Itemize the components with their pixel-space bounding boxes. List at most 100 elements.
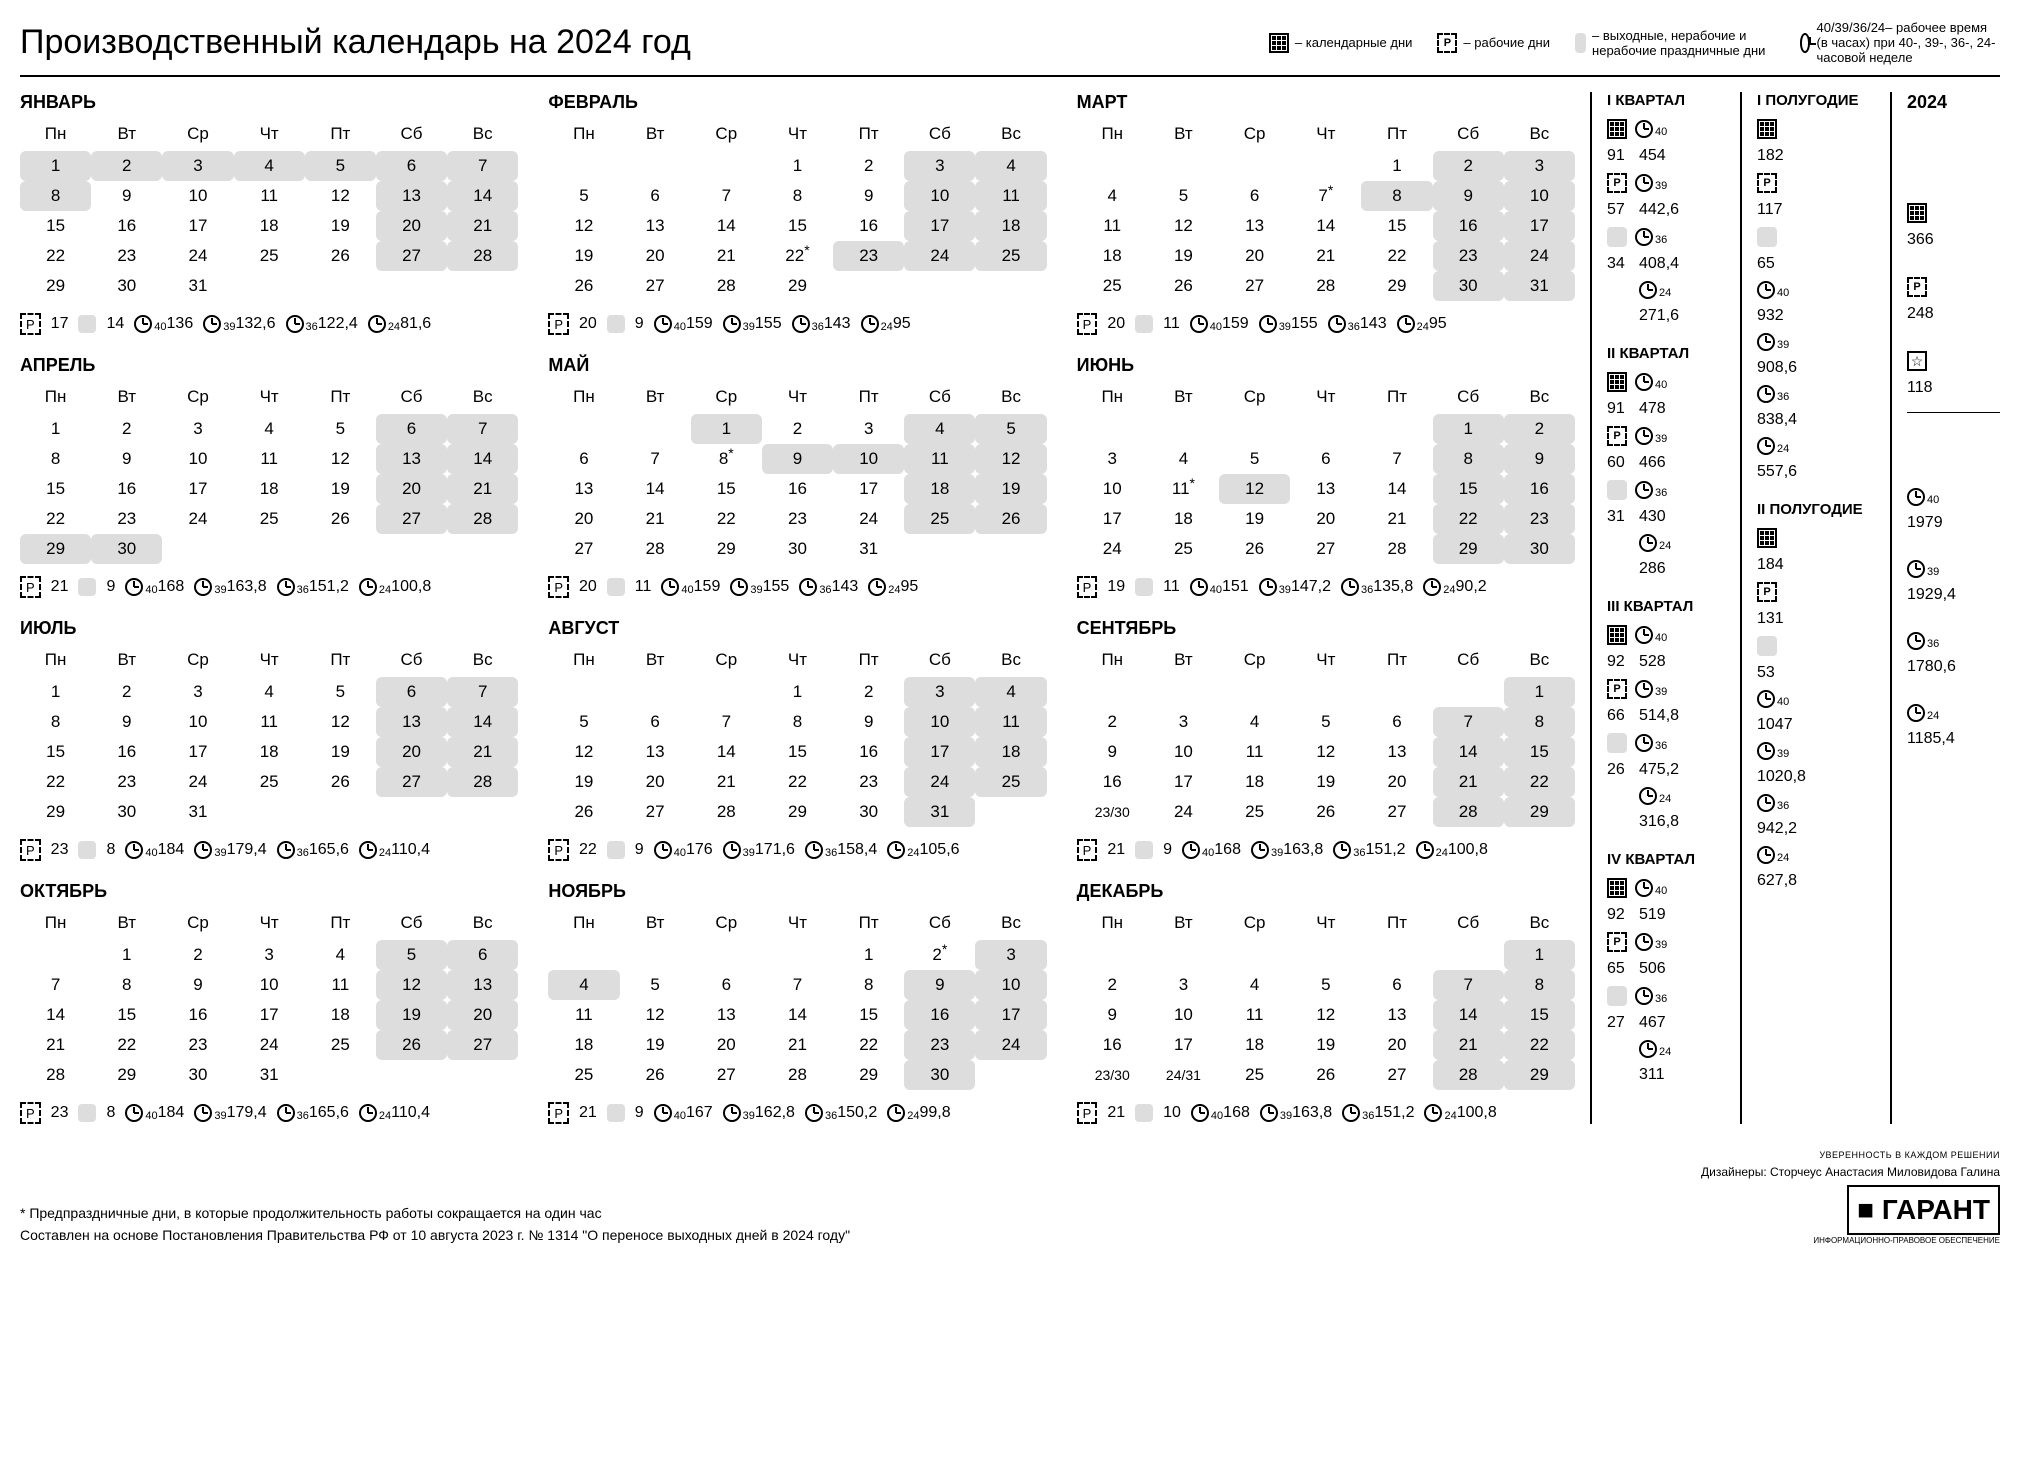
clock-icon [125, 1104, 143, 1122]
holiday-icon [1607, 986, 1627, 1006]
month-block: ИЮНЬПнВтСрЧтПтСбВс1234567891011121314151… [1077, 355, 1575, 598]
month-stats: Р23 8 40184 39179,4 36165,6 24110,4 [20, 1102, 518, 1124]
footer-right: УВЕРЕННОСТЬ В КАЖДОМ РЕШЕНИИ Дизайнеры: … [1701, 1149, 2000, 1247]
logo: ■ ГАРАНТ [1847, 1185, 2000, 1235]
calendar-table: ПнВтСрЧтПтСбВс12345678910111213141516171… [20, 647, 518, 827]
month-block: ДЕКАБРЬПнВтСрЧтПтСбВс1234567891011121314… [1077, 881, 1575, 1124]
month-name: АВГУСТ [548, 618, 1046, 639]
work-icon: Р [1757, 173, 1777, 193]
calendar-icon [1757, 119, 1777, 139]
month-name: ФЕВРАЛЬ [548, 92, 1046, 113]
month-name: ОКТЯБРЬ [20, 881, 518, 902]
footer-left: * Предпраздничные дни, в которые продолж… [20, 1202, 850, 1247]
clock-icon [799, 578, 817, 596]
clock-icon [1328, 315, 1346, 333]
holiday-days-icon [1135, 578, 1153, 596]
clock-icon [1635, 734, 1653, 752]
month-stats: Р20 9 40159 39155 36143 2495 [548, 313, 1046, 335]
clock-icon [1757, 437, 1775, 455]
work-days-icon: Р [1077, 313, 1098, 335]
month-stats: Р17 14 40136 39132,6 36122,4 2481,6 [20, 313, 518, 335]
month-block: ФЕВРАЛЬ ПнВтСрЧтПтСбВс1234567891011121314… [548, 92, 1046, 335]
clock-icon [1635, 427, 1653, 445]
summary-block: IV КВАРТАЛ 40 92519 Р 39 65506 36 27467 … [1607, 851, 1720, 1084]
work-days-icon: Р [548, 839, 569, 861]
month-name: ДЕКАБРЬ [1077, 881, 1575, 902]
clock-icon [723, 315, 741, 333]
month-stats: Р21 9 40168 39163,8 36151,2 24100,8 [20, 576, 518, 598]
month-stats: Р21 10 40168 39163,8 36151,2 24100,8 [1077, 1102, 1575, 1124]
main-content: ЯНВАРЬ ПнВтСрЧтПтСбВс12345678910111213141… [20, 92, 2000, 1124]
sidebar: I КВАРТАЛ 40 91454 Р 39 57442,6 36 34408… [1590, 92, 2000, 1124]
clock-icon [654, 841, 672, 859]
clock-icon [1635, 879, 1653, 897]
clock-icon [1757, 281, 1775, 299]
calendar-table: ПнВтСрЧтПтСбВс12345678910111213141516171… [548, 121, 1046, 301]
legend-cal: – календарные дни [1269, 33, 1412, 53]
clock-icon [1635, 680, 1653, 698]
star-icon: ☆ [1907, 351, 1927, 371]
clock-icon [359, 578, 377, 596]
work-days-icon: Р [548, 313, 569, 335]
month-block: МАРТПнВтСрЧтПтСбВс1234567891011121314151… [1077, 92, 1575, 335]
clock-icon [1423, 578, 1441, 596]
clock-icon [1635, 481, 1653, 499]
calendar-table: ПнВтСрЧтПтСбВс12345678910111213141516171… [548, 647, 1046, 827]
clock-icon [1416, 841, 1434, 859]
quarters-column: I КВАРТАЛ 40 91454 Р 39 57442,6 36 34408… [1590, 92, 1720, 1124]
summary-block: III КВАРТАЛ 40 92528 Р 39 66514,8 36 264… [1607, 598, 1720, 831]
clock-icon [661, 578, 679, 596]
work-days-icon: Р [1077, 839, 1098, 861]
clock-icon [1424, 1104, 1442, 1122]
calendar-icon [1607, 625, 1627, 645]
calendar-grid: ЯНВАРЬ ПнВтСрЧтПтСбВс12345678910111213141… [20, 92, 1575, 1124]
clock-icon [887, 841, 905, 859]
clock-icon [1757, 794, 1775, 812]
month-name: ИЮЛЬ [20, 618, 518, 639]
month-block: НОЯБРЬПнВтСрЧтПтСбВс12345678910111213141… [548, 881, 1046, 1124]
holiday-icon [1607, 227, 1627, 247]
holiday-days-icon [607, 578, 625, 596]
clock-icon [194, 1104, 212, 1122]
clock-icon [1907, 488, 1925, 506]
clock-icon [1635, 174, 1653, 192]
holiday-days-icon [607, 1104, 625, 1122]
clock-icon [730, 578, 748, 596]
clock-icon [1251, 841, 1269, 859]
summary-block: II ПОЛУГОДИЕ 184 Р 131 53 40 1047 39 102… [1757, 501, 1870, 890]
clock-icon [805, 1104, 823, 1122]
legend: – календарные дни Р – рабочие дни – выхо… [1269, 20, 2000, 65]
summary-block: II КВАРТАЛ 40 91478 Р 39 60466 36 31430 … [1607, 345, 1720, 578]
month-block: АПРЕЛЬПнВтСрЧтПтСбВс12345678910111213141… [20, 355, 518, 598]
calendar-table: ПнВтСрЧтПтСбВс12345678910111213141516171… [20, 910, 518, 1090]
month-name: ЯНВАРЬ [20, 92, 518, 113]
work-icon: Р [1607, 679, 1627, 699]
clock-icon [203, 315, 221, 333]
month-stats: Р19 11 40151 39147,2 36135,8 2490,2 [1077, 576, 1575, 598]
halves-column: I ПОЛУГОДИЕ 182 Р 117 65 40 932 39 908,6… [1740, 92, 1870, 1124]
holiday-days-icon [607, 841, 625, 859]
clock-icon [1190, 578, 1208, 596]
work-days-icon: Р [20, 1102, 41, 1124]
clock-icon [1259, 315, 1277, 333]
holiday-days-icon [607, 315, 625, 333]
legend-holiday: – выходные, нерабочие и нерабочие праздн… [1575, 28, 1775, 58]
work-days-icon: Р [548, 1102, 569, 1124]
clock-icon [1757, 846, 1775, 864]
clock-icon [125, 578, 143, 596]
clock-icon [654, 1104, 672, 1122]
calendar-table: ПнВтСрЧтПтСбВс12345678910111213141516171… [1077, 384, 1575, 564]
month-block: СЕНТЯБРЬПнВтСрЧтПтСбВс123456789101112131… [1077, 618, 1575, 861]
holiday-icon [1757, 227, 1777, 247]
legend-hours: 40/39/36/24– рабочее время (в часах) при… [1800, 20, 2000, 65]
clock-icon [1635, 987, 1653, 1005]
year-column: 2024 366 Р 248 ☆ 118 40 1979 39 1929,4 3… [1890, 92, 2000, 1124]
month-block: МАЙПнВтСрЧтПтСбВс12345678910111213141516… [548, 355, 1046, 598]
work-days-icon: Р [20, 576, 41, 598]
work-icon: Р [1607, 932, 1627, 952]
clock-icon [805, 841, 823, 859]
calendar-table: ПнВтСрЧтПтСбВс12345678910111213141516171… [548, 910, 1046, 1090]
clock-icon [1342, 1104, 1360, 1122]
clock-icon [1907, 632, 1925, 650]
holiday-days-icon [1135, 1104, 1153, 1122]
